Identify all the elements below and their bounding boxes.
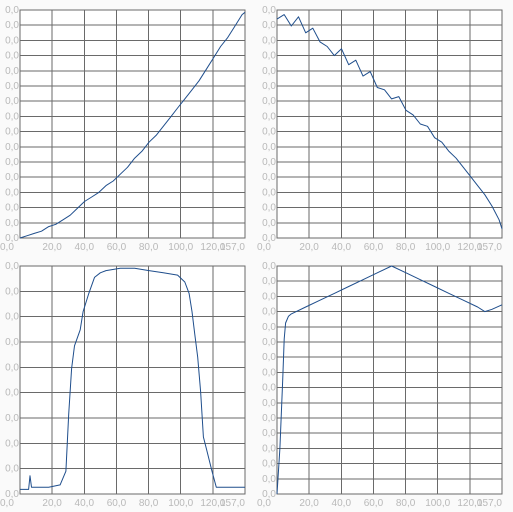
x-tick-label: 40,0 — [332, 498, 352, 509]
x-tick-label: 157,0 — [220, 498, 245, 509]
y-tick-label: 0,0 — [262, 218, 276, 229]
y-tick-label: 0,0 — [262, 367, 276, 378]
x-tick-label: 40,0 — [75, 242, 95, 253]
y-tick-label: 0,0 — [5, 413, 19, 424]
x-tick-label: 100,0 — [425, 498, 450, 509]
x-tick-label: 100,0 — [168, 498, 193, 509]
y-tick-label: 0,0 — [262, 443, 276, 454]
y-tick-label: 0,0 — [5, 286, 19, 297]
x-tick-label: 20,0 — [42, 498, 62, 509]
x-tick-label: 60,0 — [107, 498, 127, 509]
y-tick-label: 0,0 — [5, 172, 19, 183]
y-tick-label: 0,0 — [5, 218, 19, 229]
x-tick-label: 80,0 — [139, 498, 159, 509]
x-tick-label: 100,0 — [425, 242, 450, 253]
y-tick-label: 0,0 — [262, 276, 276, 287]
y-tick-label: 0,0 — [262, 459, 276, 470]
plot-frame — [20, 266, 245, 494]
y-tick-label: 0,0 — [262, 187, 276, 198]
plot-frame — [277, 10, 502, 238]
y-tick-label: 0,0 — [262, 413, 276, 424]
y-tick-label: 0,0 — [262, 157, 276, 168]
y-tick-label: 0,0 — [262, 51, 276, 62]
y-tick-label: 0,0 — [5, 464, 19, 475]
chart-bottom-left: 0,0 20,0 40,0 60,0 80,0 100,0 120,0157,00,00,0… — [0, 256, 256, 512]
x-tick-label: 20,0 — [42, 242, 62, 253]
y-tick-label: 0,0 — [262, 337, 276, 348]
y-tick-label: 0,0 — [5, 362, 19, 373]
y-tick-label: 0,0 — [5, 35, 19, 46]
y-tick-label: 0,0 — [262, 307, 276, 318]
y-tick-label: 0,0 — [262, 66, 276, 77]
y-tick-label: 0,0 — [5, 127, 19, 138]
y-tick-label: 0,0 — [5, 81, 19, 92]
y-tick-label: 0,0 — [5, 5, 19, 16]
y-tick-label: 0,0 — [5, 388, 19, 399]
y-tick-label: 0,0 — [5, 20, 19, 31]
x-tick-label: 40,0 — [332, 242, 352, 253]
y-tick-label: 0,0 — [262, 111, 276, 122]
y-tick-label: 0,0 — [262, 20, 276, 31]
x-tick-label: 60,0 — [364, 242, 384, 253]
x-tick-label: 157,0 — [477, 498, 502, 509]
y-tick-label: 0,0 — [5, 142, 19, 153]
y-tick-label: 0,0 — [262, 96, 276, 107]
y-tick-label: 0,0 — [5, 157, 19, 168]
y-tick-label: 0,0 — [5, 489, 19, 500]
y-tick-label: 0,0 — [262, 428, 276, 439]
y-tick-label: 0,0 — [262, 142, 276, 153]
y-tick-label: 0,0 — [5, 51, 19, 62]
y-tick-label: 0,0 — [262, 172, 276, 183]
x-tick-label: 157,0 — [477, 242, 502, 253]
y-tick-label: 0,0 — [5, 111, 19, 122]
y-tick-label: 0,0 — [262, 127, 276, 138]
x-tick-label: 80,0 — [396, 498, 416, 509]
x-tick-label: 80,0 — [139, 242, 159, 253]
y-tick-label: 0,0 — [5, 203, 19, 214]
plot-frame — [20, 10, 245, 238]
y-tick-label: 0,0 — [262, 203, 276, 214]
y-tick-label: 0,0 — [5, 66, 19, 77]
y-tick-label: 0,0 — [5, 96, 19, 107]
y-tick-label: 0,0 — [5, 438, 19, 449]
y-tick-label: 0,0 — [5, 187, 19, 198]
x-tick-label: 80,0 — [396, 242, 416, 253]
y-tick-label: 0,0 — [262, 5, 276, 16]
x-tick-label: 157,0 — [220, 242, 245, 253]
y-tick-label: 0,0 — [262, 35, 276, 46]
y-tick-label: 0,0 — [262, 233, 276, 244]
y-tick-label: 0,0 — [5, 337, 19, 348]
y-tick-label: 0,0 — [262, 261, 276, 272]
y-tick-label: 0,0 — [5, 233, 19, 244]
x-tick-label: 20,0 — [299, 242, 319, 253]
plot-frame — [277, 266, 502, 494]
y-tick-label: 0,0 — [262, 291, 276, 302]
x-tick-label: 60,0 — [107, 242, 127, 253]
y-tick-label: 0,0 — [262, 383, 276, 394]
y-tick-label: 0,0 — [262, 398, 276, 409]
x-tick-label: 40,0 — [75, 498, 95, 509]
y-tick-label: 0,0 — [262, 81, 276, 92]
y-tick-label: 0,0 — [262, 489, 276, 500]
chart-top-left: 0,0 20,0 40,0 60,0 80,0 100,0 120,0157,00,00,0… — [0, 0, 256, 256]
chart-bottom-right: 0,0 20,0 40,0 60,0 80,0 100,0 120,0157,00,00,0… — [257, 256, 513, 512]
y-tick-label: 0,0 — [262, 322, 276, 333]
x-tick-label: 20,0 — [299, 498, 319, 509]
y-tick-label: 0,0 — [5, 261, 19, 272]
x-tick-label: 100,0 — [168, 242, 193, 253]
y-tick-label: 0,0 — [5, 312, 19, 323]
x-tick-label: 60,0 — [364, 498, 384, 509]
y-tick-label: 0,0 — [262, 474, 276, 485]
y-tick-label: 0,0 — [262, 352, 276, 363]
chart-top-right: 0,0 20,0 40,0 60,0 80,0 100,0 120,0157,00,00,0… — [257, 0, 513, 256]
